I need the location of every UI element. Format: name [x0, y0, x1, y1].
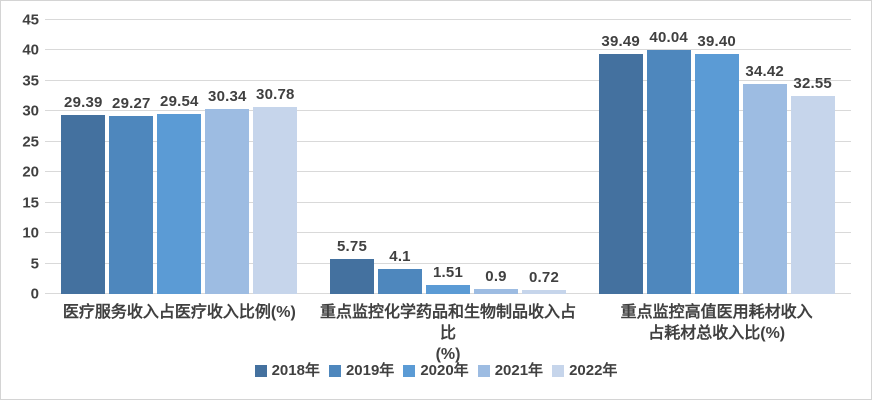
- legend-swatch-icon: [477, 364, 490, 377]
- data-label: 0.9: [485, 267, 507, 285]
- category-label-2: 重点监控化学药品和生物制品收入占比 (%): [314, 302, 583, 365]
- data-label: 29.39: [64, 94, 103, 112]
- bar-group-1: 29.39 29.27 29.54 30.34 30.78: [45, 20, 314, 294]
- bar-group-2: 5.75 4.1 1.51 0.9 0.72: [314, 20, 583, 294]
- gridline-35: [45, 79, 851, 81]
- category-label-line: 占耗材总收入比(%): [648, 325, 786, 342]
- bar-2020年-category-1: 29.54: [157, 93, 202, 294]
- bar-2018年-category-2: 5.75: [330, 238, 374, 294]
- data-label: 0.72: [529, 268, 559, 286]
- y-axis-tick-label: 0: [30, 285, 39, 303]
- x-axis-category-labels: 医疗服务收入占医疗收入比例(%) 重点监控化学药品和生物制品收入占比 (%) 重点监控…: [45, 302, 851, 365]
- data-label: 40.04: [649, 29, 688, 47]
- legend: 2018年 2019年 2020年 2021年 2022年: [1, 363, 871, 378]
- y-axis: 0 5 10 15 20 25 30 35 40 45: [7, 13, 39, 302]
- bar-2019年-category-3: 40.04: [646, 29, 691, 294]
- category-label-line: (%): [435, 346, 461, 363]
- bar-2019年-category-2: 4.1: [378, 248, 422, 294]
- bar-2021年-category-3: 34.42: [742, 63, 787, 294]
- bar-2022年-category-1: 30.78: [253, 86, 298, 294]
- gridline-30: [45, 110, 851, 112]
- plot-area: 29.39 29.27 29.54 30.34 30.78 5.75 4.1 1.51 0.9 0…: [45, 19, 851, 294]
- legend-item-label: 2022年: [569, 362, 618, 379]
- gridline-40: [45, 49, 851, 51]
- bar-2021年-category-2: 0.9: [474, 268, 518, 294]
- data-label: 29.54: [160, 93, 199, 111]
- data-label: 34.42: [745, 63, 784, 81]
- bar-2018年-category-3: 39.49: [598, 33, 643, 294]
- legend-item-label: 2020年: [420, 362, 469, 379]
- gridline-20: [45, 171, 851, 173]
- y-axis-tick-label: 25: [22, 133, 39, 151]
- y-axis-tick-label: 20: [22, 163, 39, 181]
- bar-2019年-category-1: 29.27: [109, 95, 154, 294]
- gridline-45: [45, 19, 851, 20]
- data-label: 1.51: [433, 263, 463, 281]
- legend-item-label: 2018年: [271, 362, 320, 379]
- bar-2020年-category-3: 39.40: [694, 33, 739, 294]
- data-label: 30.78: [256, 85, 295, 103]
- category-label-line: 重点监控化学药品和生物制品收入占比: [320, 304, 577, 342]
- data-label: 29.27: [112, 94, 151, 112]
- data-label: 32.55: [793, 74, 832, 92]
- y-axis-tick-label: 35: [22, 72, 39, 90]
- category-label-line: 重点监控高值医用耗材收入: [620, 304, 813, 321]
- gridline-5: [45, 262, 851, 264]
- legend-item-2021年: 2021年: [477, 362, 544, 379]
- legend-swatch-icon: [552, 364, 565, 377]
- bar-groups: 29.39 29.27 29.54 30.34 30.78 5.75 4.1 1.51 0.9 0…: [45, 20, 851, 294]
- y-axis-tick-label: 45: [22, 11, 39, 29]
- data-label: 30.34: [208, 88, 247, 106]
- gridline-10: [45, 232, 851, 234]
- legend-item-2020年: 2020年: [403, 362, 469, 379]
- bar-2020年-category-2: 1.51: [426, 264, 470, 294]
- category-label-3: 重点监控高值医用耗材收入 占耗材总收入比(%): [582, 302, 851, 365]
- y-axis-tick-label: 5: [30, 255, 39, 273]
- data-label: 39.40: [697, 33, 736, 51]
- legend-item-2019年: 2019年: [328, 362, 395, 379]
- legend-swatch-icon: [254, 364, 267, 377]
- category-label-1: 医疗服务收入占医疗收入比例(%): [45, 302, 314, 365]
- bar-2021年-category-1: 30.34: [205, 88, 250, 294]
- data-label: 39.49: [601, 32, 640, 50]
- legend-swatch-icon: [328, 364, 341, 377]
- y-axis-tick-label: 40: [22, 41, 39, 59]
- data-label: 4.1: [389, 248, 411, 266]
- y-axis-tick-label: 30: [22, 102, 39, 120]
- gridline-25: [45, 140, 851, 142]
- legend-item-label: 2021年: [494, 362, 544, 379]
- legend-swatch-icon: [403, 364, 416, 377]
- legend-item-2022年: 2022年: [552, 363, 617, 378]
- legend-item-2018年: 2018年: [254, 362, 320, 379]
- bar-2022年-category-3: 32.55: [790, 75, 835, 294]
- category-label-line: 医疗服务收入占医疗收入比例(%): [62, 304, 296, 321]
- legend-item-label: 2019年: [345, 362, 395, 379]
- gridline-15: [45, 201, 851, 203]
- bar-2022年-category-2: 0.72: [522, 269, 566, 294]
- bar-2018年-category-1: 29.39: [61, 94, 106, 294]
- data-label: 5.75: [337, 238, 367, 255]
- y-axis-tick-label: 10: [22, 224, 39, 242]
- bar-group-3: 39.49 40.04 39.40 34.42 32.55: [582, 20, 851, 294]
- y-axis-tick-label: 15: [22, 194, 39, 212]
